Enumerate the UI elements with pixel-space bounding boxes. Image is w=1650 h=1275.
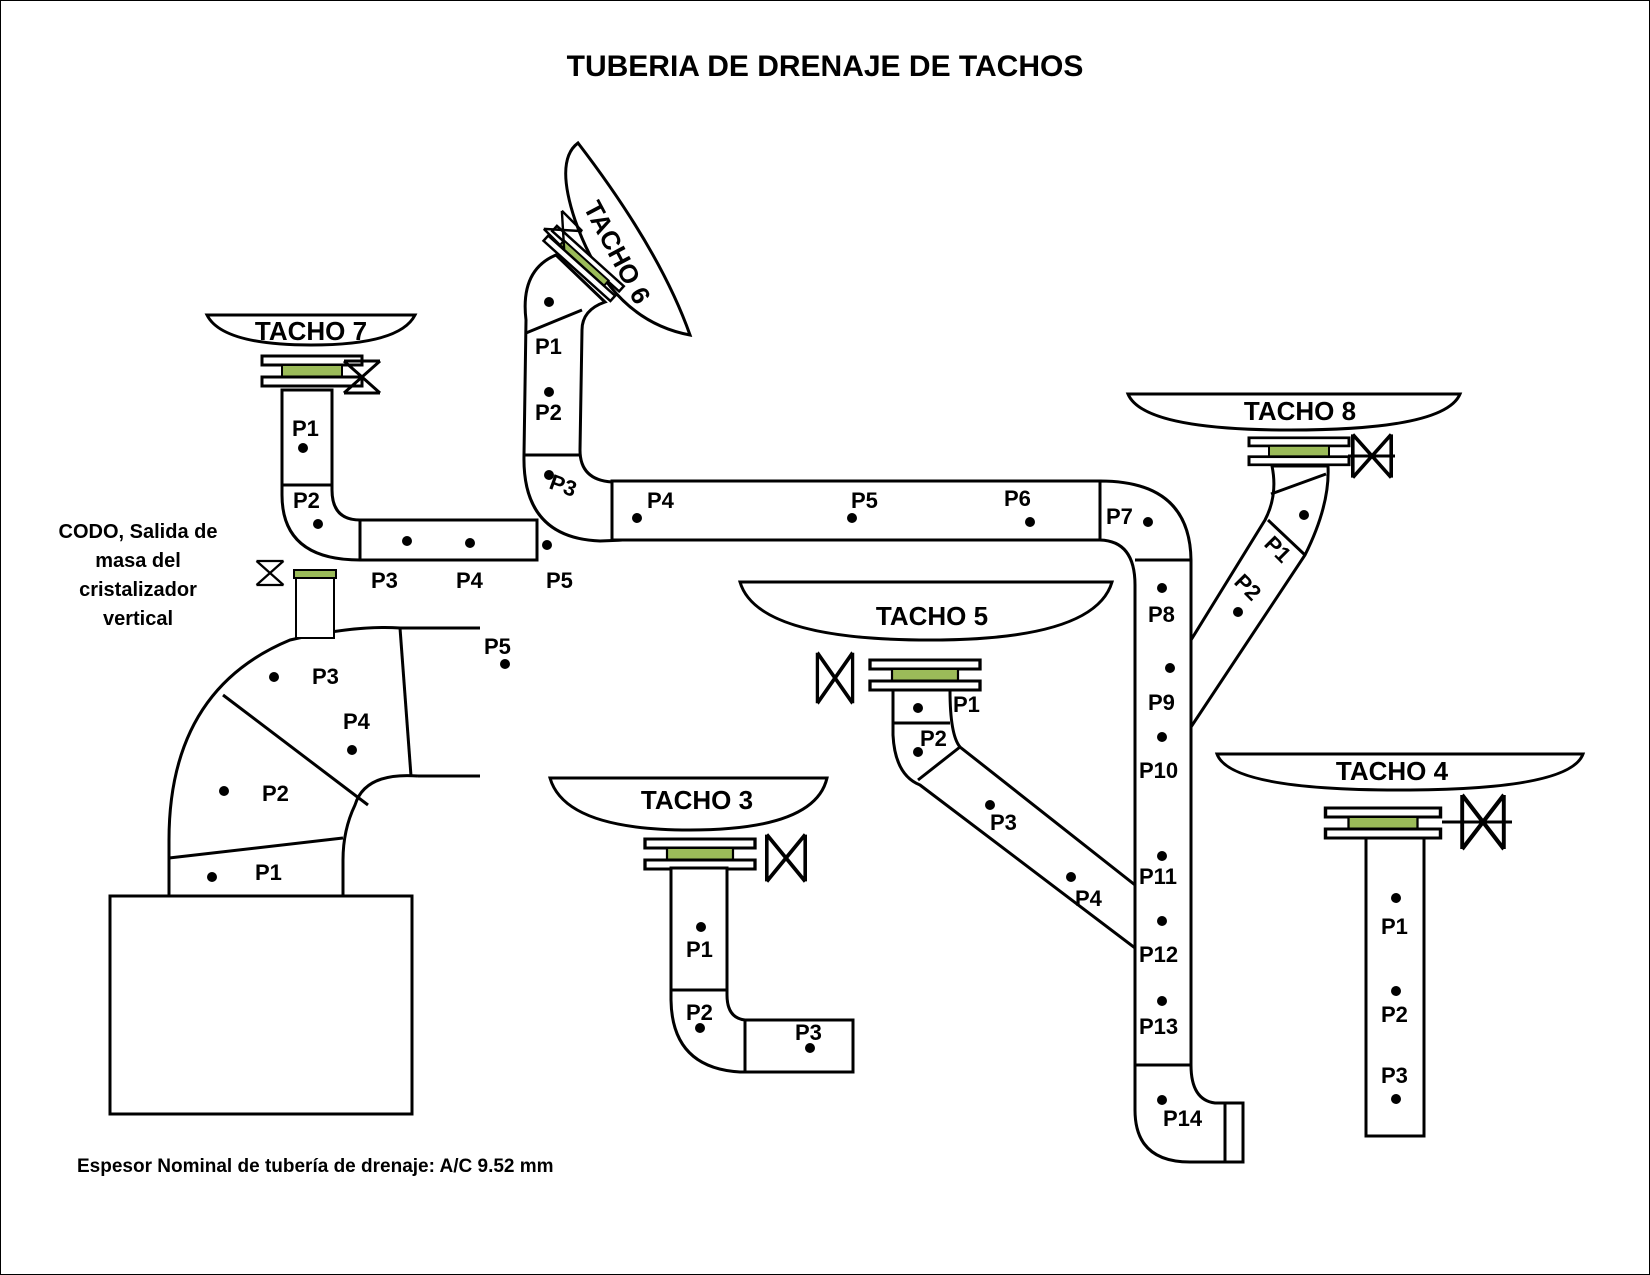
point-label: P1	[535, 334, 562, 359]
point-label: P2	[686, 1000, 713, 1025]
codo-label-line: vertical	[102, 608, 174, 630]
tacho-4-points: P1 P2 P3	[1381, 893, 1408, 1104]
flange-icon	[868, 658, 982, 692]
tacho-5-label: TACHO 5	[876, 601, 988, 631]
point-label: P3	[990, 810, 1017, 835]
tacho-8-label: TACHO 8	[1244, 396, 1356, 426]
tacho-5-points: P1 P2 P3 P4	[913, 692, 1103, 911]
tacho-7-pipe	[280, 388, 539, 562]
point-label: P5	[484, 634, 511, 659]
point-label: P5	[851, 488, 878, 513]
tacho-5-pipe	[891, 688, 1137, 952]
codo-label-line: CODO, Salida de	[58, 521, 218, 543]
tacho-4: TACHO 4	[1214, 752, 1586, 849]
point-label: P3	[371, 568, 398, 593]
valve-icon[interactable]	[817, 653, 852, 703]
tacho-3-points: P1 P2 P3	[686, 922, 822, 1053]
point-label: P1	[686, 937, 713, 962]
point-label: P1	[292, 416, 319, 441]
tacho-8-pipe	[1189, 464, 1330, 732]
point-label: P4	[456, 568, 484, 593]
tacho-7-label: TACHO 7	[255, 316, 367, 346]
point-label: P10	[1139, 758, 1178, 783]
flange-icon	[643, 837, 757, 871]
codo-points: P1 P2 P3 P4 P5	[207, 634, 511, 885]
valve-icon[interactable]	[764, 832, 808, 884]
point-label: P1	[1381, 914, 1408, 939]
point-label: P2	[1381, 1002, 1408, 1027]
tacho-6-vessel	[564, 140, 693, 337]
point-label: P3	[795, 1020, 822, 1045]
point-label: P6	[1004, 486, 1031, 511]
flange-icon	[1247, 436, 1351, 467]
crystallizer-box	[108, 894, 414, 1116]
flange-icon	[1323, 806, 1443, 840]
tacho-3-pipe	[669, 866, 855, 1074]
tacho-3-vessel	[548, 776, 829, 832]
codo-label-line: masa del	[95, 550, 181, 572]
point-label: P7	[1106, 504, 1133, 529]
point-label: P2	[262, 781, 289, 806]
point-label: P1	[255, 860, 282, 885]
point-label: P4	[343, 709, 371, 734]
point-label: P14	[1163, 1106, 1203, 1131]
point-label: P2	[535, 400, 562, 425]
diagram-title: TUBERIA DE DRENAJE DE TACHOS	[566, 50, 1084, 83]
tacho-3-label: TACHO 3	[641, 785, 753, 815]
point-label: P1	[953, 692, 980, 717]
point-label: P2	[920, 726, 947, 751]
point-label: P2	[293, 488, 320, 513]
point-label: P8	[1148, 602, 1175, 627]
tacho-7-points: P1 P2 P3 P4 P5	[292, 416, 573, 593]
valve-icon[interactable]	[255, 559, 285, 587]
main-header-pipe	[522, 253, 1245, 1164]
tacho-7-vessel	[204, 313, 418, 347]
tacho-4-label: TACHO 4	[1336, 756, 1449, 786]
point-label: P3	[312, 664, 339, 689]
codo-label-line: cristalizador	[79, 579, 197, 601]
codo-label: CODO, Salida de masa del cristalizador v…	[40, 518, 236, 634]
point-label: P5	[546, 568, 573, 593]
point-label: P12	[1139, 942, 1178, 967]
point-label: P11	[1139, 864, 1177, 889]
tacho-8: TACHO 8	[1125, 392, 1463, 480]
tacho-5: TACHO 5	[737, 580, 1115, 703]
point-label: P3	[1381, 1063, 1408, 1088]
tacho-3: TACHO 3	[548, 776, 829, 884]
point-label: P4	[1075, 886, 1103, 911]
point-label: P13	[1139, 1014, 1178, 1039]
tacho-4-vessel	[1214, 752, 1586, 792]
point-label: P4	[647, 488, 675, 513]
tacho-5-vessel	[737, 580, 1115, 642]
footnote: Espesor Nominal de tubería de drenaje: A…	[77, 1156, 554, 1177]
tacho-8-vessel	[1125, 392, 1463, 432]
tacho-7: TACHO 7	[204, 313, 418, 395]
point-label: P9	[1148, 690, 1175, 715]
codo-elbow	[108, 559, 480, 1116]
tacho-6-points: P1 P2 P3 P4 P5 P6 P7 P8 P9 P10 P11 P12 P…	[535, 297, 1203, 1131]
